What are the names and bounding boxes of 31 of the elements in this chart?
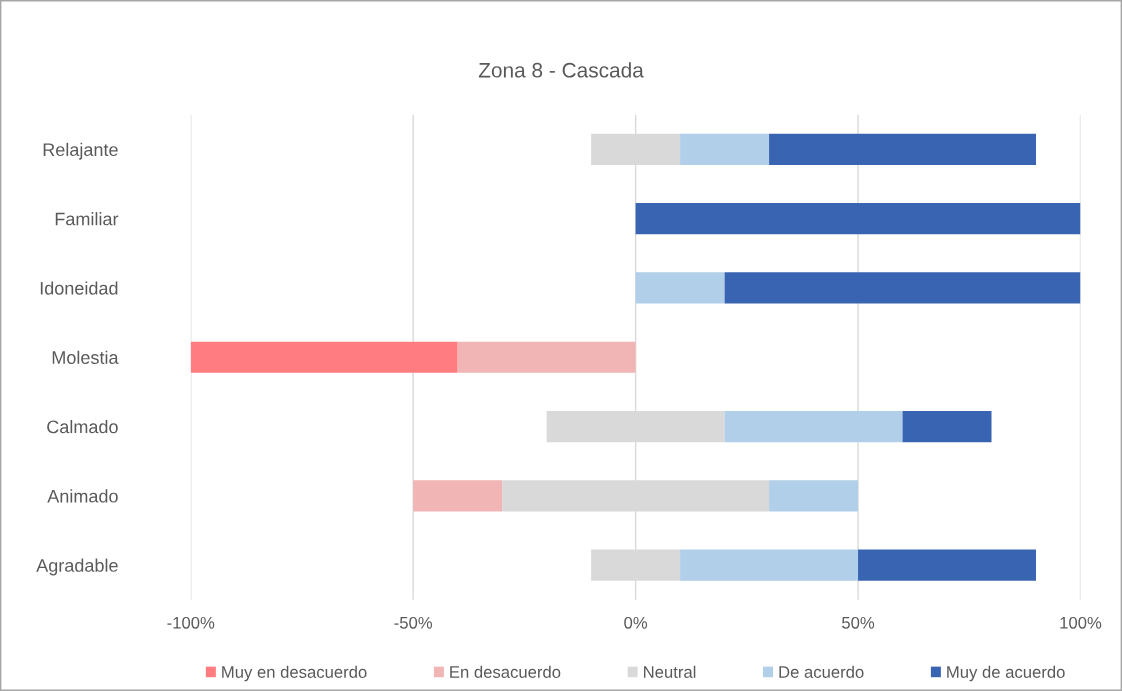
bar — [858, 549, 1036, 581]
x-tick-label: 0% — [624, 616, 648, 629]
y-tick-label: Familiar — [55, 212, 119, 226]
bar — [635, 272, 725, 304]
bar — [413, 480, 503, 512]
bar — [769, 133, 1036, 165]
y-tick-label: Calmado — [47, 420, 118, 434]
legend-label: De acuerdo — [779, 665, 864, 678]
bar — [724, 410, 903, 443]
y-tick-label: Molestia — [52, 350, 119, 364]
bar — [635, 203, 1081, 235]
bar — [680, 133, 770, 165]
y-tick-label: Agradable — [36, 558, 118, 576]
bar — [457, 341, 636, 373]
x-tick-label: -50% — [394, 616, 433, 629]
bar — [769, 480, 859, 512]
y-tick-label: Animado — [47, 489, 118, 503]
bar — [190, 341, 458, 373]
legend-label: Muy de acuerdo — [947, 665, 1065, 682]
bar — [680, 549, 859, 581]
legend-label: Neutral — [644, 665, 696, 678]
legend-label: Muy en desacuerdo — [222, 665, 367, 682]
bar — [724, 272, 1081, 304]
y-tick-label: Idoneidad — [40, 281, 118, 295]
chart-title: Zona 8 - Cascada — [478, 62, 644, 78]
legend-label: En desacuerdo — [450, 665, 561, 678]
x-tick-label: 50% — [842, 616, 875, 629]
x-tick-label: 100% — [1060, 616, 1102, 629]
y-tick-label: Relajante — [43, 142, 118, 160]
x-tick-label: -100% — [167, 616, 215, 629]
bar — [902, 410, 992, 443]
